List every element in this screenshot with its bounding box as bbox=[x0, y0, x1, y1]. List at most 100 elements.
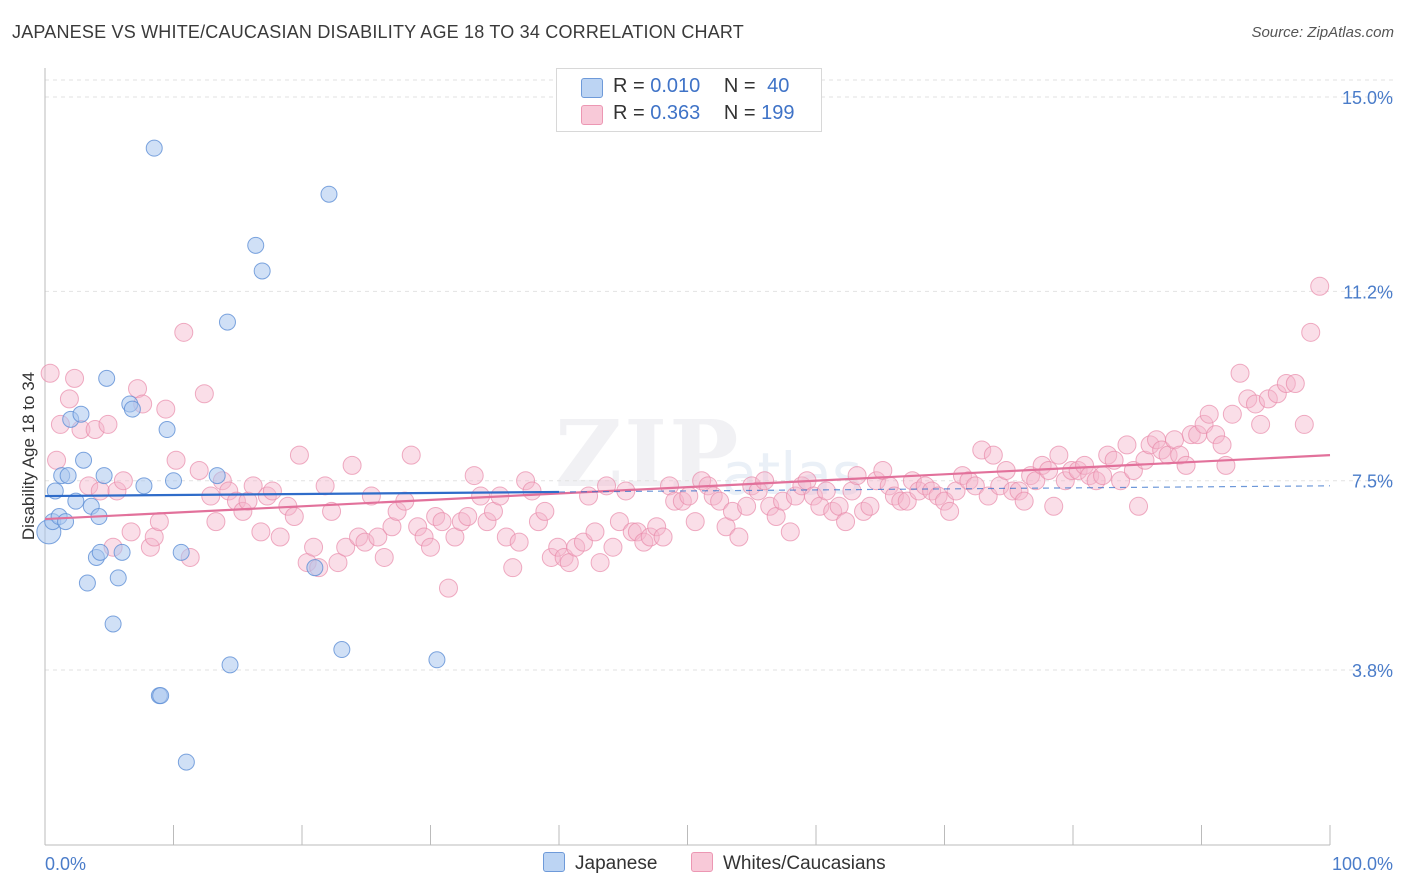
whites-point bbox=[842, 481, 862, 501]
legend-n-label: N = bbox=[723, 102, 762, 124]
whites-point bbox=[113, 471, 133, 491]
japanese-point bbox=[98, 369, 116, 387]
whites-point bbox=[257, 486, 277, 506]
whites-point bbox=[535, 501, 555, 521]
whites-point bbox=[1049, 445, 1069, 465]
whites-point bbox=[710, 491, 730, 511]
whites-point bbox=[1117, 435, 1137, 455]
whites-point bbox=[647, 517, 667, 537]
whites-point bbox=[270, 527, 290, 547]
legend-box: R = 0.010 N = 40 R = 0.363 N = 199 bbox=[556, 68, 822, 132]
whites-point bbox=[233, 501, 253, 521]
japanese-trend-extension bbox=[558, 485, 1331, 493]
whites-point bbox=[47, 450, 67, 470]
legend-r-value: 0.010 bbox=[650, 75, 701, 97]
whites-point bbox=[972, 440, 992, 460]
y-axis-label: Disability Age 18 to 34 bbox=[19, 372, 38, 540]
whites-point bbox=[1129, 496, 1149, 516]
legend-row-japanese: R = 0.010 N = 40 bbox=[581, 75, 790, 98]
whites-point bbox=[1170, 445, 1190, 465]
legend-n-label: N = bbox=[723, 75, 762, 97]
whites-point bbox=[1176, 455, 1196, 475]
whites-point bbox=[1258, 389, 1278, 409]
japanese-point bbox=[177, 753, 195, 771]
whites-point bbox=[915, 476, 935, 496]
whites-point bbox=[140, 537, 160, 557]
y-tick-label: 11.2% bbox=[1343, 282, 1393, 302]
legend-n-value: 40 bbox=[767, 75, 790, 97]
japanese-point bbox=[247, 236, 265, 254]
legend-row-whites: R = 0.363 N = 199 bbox=[581, 102, 795, 125]
whites-point bbox=[121, 522, 141, 542]
whites-point bbox=[672, 491, 692, 511]
whites-point bbox=[304, 537, 324, 557]
whites-point bbox=[65, 368, 85, 388]
whites-point bbox=[368, 527, 388, 547]
whites-point bbox=[1152, 440, 1172, 460]
whites-point bbox=[40, 363, 60, 383]
whites-point bbox=[289, 445, 309, 465]
japanese-point bbox=[59, 467, 77, 485]
whites-point bbox=[432, 512, 452, 532]
whites-point bbox=[585, 522, 605, 542]
whites-point bbox=[477, 512, 497, 532]
whites-point bbox=[149, 512, 169, 532]
whites-point bbox=[401, 445, 421, 465]
japanese-point bbox=[135, 477, 153, 495]
whites-trend-line bbox=[44, 454, 1331, 521]
whites-point bbox=[755, 471, 775, 491]
whites-legend-label: Whites/Caucasians bbox=[723, 853, 886, 874]
legend-n-value: 199 bbox=[761, 102, 795, 124]
whites-point bbox=[653, 527, 673, 547]
whites-point bbox=[1014, 491, 1034, 511]
whites-point bbox=[665, 491, 685, 511]
japanese-point bbox=[333, 641, 351, 659]
whites-point bbox=[1310, 276, 1330, 296]
bottom-legend-japanese: Japanese bbox=[543, 852, 657, 875]
whites-point bbox=[438, 578, 458, 598]
whites-point bbox=[1044, 496, 1064, 516]
whites-point bbox=[194, 384, 214, 404]
japanese-point bbox=[306, 559, 324, 577]
japanese-point bbox=[218, 313, 236, 331]
y-tick-label: 7.5% bbox=[1352, 472, 1393, 492]
whites-point bbox=[355, 532, 375, 552]
whites-point bbox=[1181, 425, 1201, 445]
japanese-point bbox=[72, 405, 90, 423]
whites-point bbox=[884, 486, 904, 506]
japanese-point bbox=[428, 651, 446, 669]
japanese-point bbox=[67, 492, 85, 510]
whites-point bbox=[685, 512, 705, 532]
whites-point bbox=[98, 414, 118, 434]
japanese-legend-label: Japanese bbox=[575, 853, 658, 874]
whites-point bbox=[189, 460, 209, 480]
source-label: Source: ZipAtlas.com bbox=[1251, 24, 1394, 41]
whites-point bbox=[206, 512, 226, 532]
whites-point bbox=[458, 507, 478, 527]
whites-point bbox=[1245, 394, 1265, 414]
whites-point bbox=[328, 553, 348, 573]
japanese-point bbox=[123, 400, 141, 418]
whites-point bbox=[1111, 471, 1131, 491]
y-tick-label: 3.8% bbox=[1352, 661, 1393, 681]
whites-point bbox=[952, 466, 972, 486]
whites-point bbox=[609, 512, 629, 532]
whites-point bbox=[1068, 460, 1088, 480]
japanese-point bbox=[57, 513, 75, 531]
whites-point bbox=[1086, 471, 1106, 491]
whites-point bbox=[603, 537, 623, 557]
japanese-point bbox=[208, 467, 226, 485]
whites-point bbox=[1075, 455, 1095, 475]
whites-point bbox=[737, 496, 757, 516]
whites-point bbox=[773, 491, 793, 511]
whites-point bbox=[816, 481, 836, 501]
whites-point bbox=[414, 527, 434, 547]
legend-r-label: R = bbox=[613, 102, 651, 124]
tick-labels: 3.8% 7.5% 11.2% 15.0% 0.0% 100.0% bbox=[45, 88, 1393, 874]
whites-point bbox=[464, 466, 484, 486]
whites-point bbox=[1230, 363, 1250, 383]
whites-point bbox=[854, 501, 874, 521]
japanese-point bbox=[320, 185, 338, 203]
whites-point bbox=[1199, 404, 1219, 424]
whites-point bbox=[361, 486, 381, 506]
